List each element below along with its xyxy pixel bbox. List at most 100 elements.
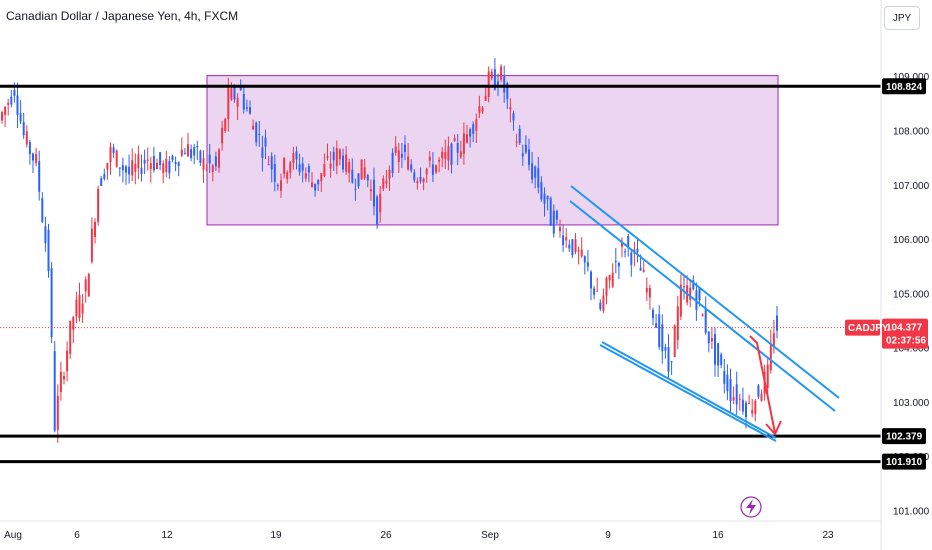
candle-body [146, 159, 149, 161]
candle-body [593, 288, 596, 295]
candle-body [267, 164, 270, 166]
candle-body [255, 122, 258, 143]
candle-body [714, 334, 716, 365]
candle-body [196, 145, 199, 148]
candle-body [605, 277, 608, 296]
candle-body [249, 107, 251, 114]
forecast-arrow-line [749, 335, 776, 434]
descending-channel [569, 185, 840, 442]
candle-body [679, 284, 682, 317]
candle-body [230, 88, 233, 100]
chart-title: Canadian Dollar / Japanese Yen, 4h, FXCM [6, 9, 239, 23]
candle-body [648, 287, 651, 298]
candle-body [242, 93, 245, 110]
candle-body [44, 226, 47, 244]
candle-body [397, 150, 400, 162]
candle-body [540, 182, 543, 200]
candle-body [115, 150, 118, 167]
price-tick-label: 101.000 [893, 507, 930, 518]
candle-body [456, 143, 459, 153]
candle-body [7, 102, 10, 105]
candle-body [388, 169, 391, 179]
candle-body [428, 156, 431, 161]
candle-body [208, 154, 211, 164]
candle-body [447, 146, 450, 161]
candle-body [630, 252, 633, 265]
candle-body [735, 384, 738, 405]
candle-body [320, 173, 323, 182]
candle-body [717, 343, 720, 366]
candle-body [444, 151, 447, 160]
candle-body [732, 397, 735, 401]
candle-body [661, 324, 664, 352]
symbol-badge-label: CADJPY [848, 323, 889, 334]
level-badge [882, 453, 926, 470]
candle-body [41, 198, 44, 222]
channel-line [601, 341, 777, 439]
lightning-icon[interactable] [740, 496, 762, 518]
candle-body [162, 163, 165, 174]
candle-body [289, 162, 292, 174]
candle-body [81, 303, 84, 314]
candle-body [658, 314, 661, 347]
candle-body [270, 156, 273, 170]
candle-body [261, 147, 264, 159]
candle-body [283, 158, 286, 174]
candle-body [239, 86, 242, 91]
candle-body [112, 147, 115, 153]
candle-body [512, 113, 515, 121]
candle-body [450, 143, 453, 165]
candle-body [236, 97, 239, 107]
candle-body [87, 273, 90, 297]
candle-body [776, 315, 778, 331]
current-price-value: 104.377 [886, 323, 923, 334]
candle-body [487, 71, 490, 97]
candle-body [335, 148, 338, 167]
candle-body [385, 180, 388, 184]
candle-body [645, 287, 648, 293]
candle-body [549, 198, 552, 226]
candle-body [357, 173, 360, 187]
candle-body [218, 149, 220, 168]
candle-body [583, 256, 586, 263]
candle-body [149, 163, 152, 170]
candle-body [481, 107, 484, 112]
candle-body [245, 107, 248, 109]
candle-body [286, 172, 289, 180]
candle-body [332, 151, 335, 161]
candle-body [252, 125, 255, 130]
candle-body [741, 399, 744, 412]
candle-body [667, 346, 670, 372]
candle-body [766, 364, 769, 389]
candle-body [227, 88, 230, 120]
candle-body [574, 239, 577, 252]
currency-button[interactable]: JPY [884, 6, 920, 30]
candle-body [13, 89, 16, 96]
candle-body [314, 183, 317, 191]
support-resistance-levels [0, 84, 881, 464]
candle-body [500, 66, 503, 80]
candle-body [537, 168, 540, 188]
time-tick-label: 19 [270, 530, 282, 541]
price-tick-label: 106.000 [893, 235, 930, 246]
time-tick-label: 16 [712, 530, 724, 541]
candle-body [624, 251, 627, 253]
price-badges: 108.824 102.379 101.910 104.377 02:37:56 CADJ… [845, 78, 928, 470]
candle-body [84, 279, 87, 292]
candle-body [125, 166, 127, 173]
candle-body [165, 159, 168, 172]
candle-body [134, 164, 137, 172]
candle-body [586, 262, 589, 267]
candle-body [466, 134, 468, 143]
time-tick-label: 9 [605, 530, 611, 541]
candle-body [751, 410, 754, 414]
candle-body [664, 347, 667, 351]
candle-body [760, 393, 763, 401]
candle-body [497, 81, 499, 88]
candle-body [174, 162, 177, 165]
candle-body [410, 164, 413, 171]
candle-body [484, 95, 487, 101]
candle-body [515, 141, 518, 143]
candle-body [701, 314, 704, 316]
